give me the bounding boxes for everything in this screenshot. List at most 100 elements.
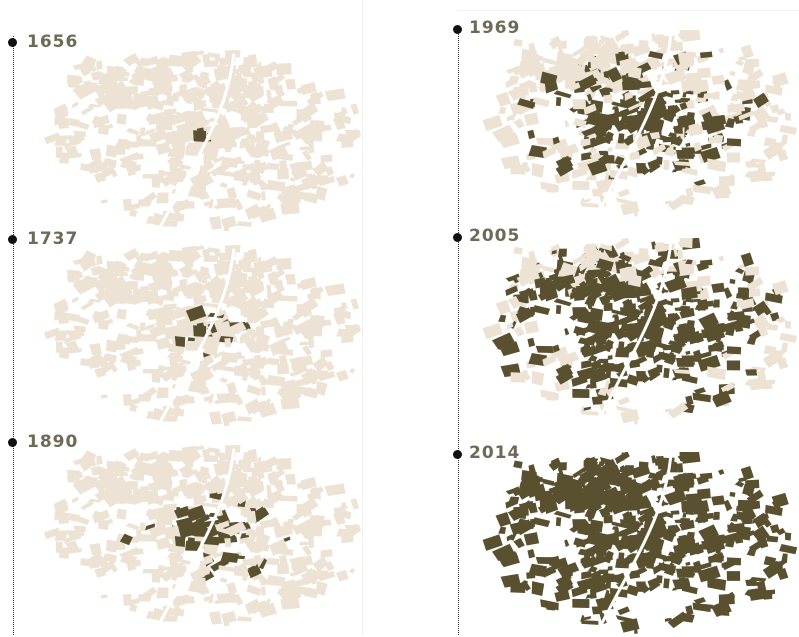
- unbuilt-block: [121, 87, 135, 95]
- city-map-svg: [482, 30, 798, 217]
- built-block: [710, 600, 732, 618]
- built-block: [663, 578, 670, 589]
- built-block: [581, 360, 592, 369]
- unbuilt-block: [291, 113, 307, 126]
- unbuilt-block: [185, 340, 201, 352]
- built-block: [745, 479, 760, 489]
- unbuilt-block: [335, 528, 350, 538]
- unbuilt-block: [225, 521, 247, 537]
- unbuilt-block: [302, 497, 319, 514]
- built-block: [740, 252, 754, 267]
- built-block: [648, 370, 661, 382]
- city-map-svg: [482, 238, 798, 425]
- built-block: [734, 267, 745, 275]
- unbuilt-block: [340, 107, 347, 116]
- unbuilt-block: [89, 543, 102, 556]
- unbuilt-block: [203, 595, 211, 602]
- year-label: 1969: [469, 18, 521, 38]
- unbuilt-block: [208, 198, 214, 209]
- unbuilt-block: [572, 253, 588, 265]
- built-block: [681, 498, 698, 513]
- unbuilt-block: [234, 245, 241, 253]
- unbuilt-block: [110, 97, 116, 106]
- built-block: [729, 278, 736, 285]
- built-block: [746, 489, 764, 505]
- built-block: [527, 549, 536, 559]
- built-block: [193, 325, 207, 338]
- unbuilt-block: [53, 298, 69, 315]
- unbuilt-block: [266, 89, 273, 102]
- unbuilt-block: [639, 86, 655, 96]
- unbuilt-block: [305, 322, 319, 336]
- unbuilt-block: [745, 58, 760, 68]
- unbuilt-block: [170, 482, 188, 496]
- unbuilt-block: [68, 512, 80, 523]
- unbuilt-block: [580, 410, 599, 416]
- unbuilt-block: [155, 141, 171, 156]
- built-block: [649, 551, 661, 559]
- built-block: [598, 358, 609, 364]
- unbuilt-block: [72, 275, 97, 295]
- unbuilt-block: [246, 510, 257, 524]
- unbuilt-block: [607, 147, 613, 153]
- unbuilt-block: [542, 57, 555, 65]
- unbuilt-block: [234, 50, 241, 58]
- unbuilt-block: [151, 176, 161, 188]
- unbuilt-block: [199, 266, 210, 280]
- city-map-1890: [20, 445, 365, 630]
- built-block: [654, 457, 668, 466]
- unbuilt-block: [206, 247, 221, 254]
- unbuilt-block: [627, 101, 644, 111]
- unbuilt-block: [108, 165, 118, 178]
- unbuilt-block: [482, 114, 503, 132]
- unbuilt-block: [140, 89, 154, 97]
- built-block: [584, 534, 601, 546]
- unbuilt-block: [68, 312, 80, 323]
- unbuilt-block: [563, 147, 573, 158]
- built-block: [656, 108, 664, 120]
- built-block: [618, 467, 632, 476]
- unbuilt-block: [270, 121, 281, 135]
- built-block: [703, 300, 714, 308]
- unbuilt-block: [255, 325, 265, 337]
- unbuilt-block: [333, 112, 352, 125]
- built-block: [572, 388, 590, 399]
- unbuilt-block: [756, 323, 769, 337]
- unbuilt-block: [685, 51, 693, 57]
- unbuilt-block: [185, 92, 193, 104]
- unbuilt-block: [185, 268, 199, 279]
- unbuilt-block: [738, 55, 746, 62]
- built-block: [667, 611, 689, 629]
- unbuilt-block: [92, 509, 110, 524]
- city-map-svg: [43, 245, 361, 427]
- unbuilt-block: [257, 498, 262, 507]
- unbuilt-block: [116, 308, 127, 320]
- unbuilt-block: [67, 269, 80, 284]
- unbuilt-block: [597, 387, 608, 397]
- unbuilt-block: [299, 146, 313, 151]
- unbuilt-block: [226, 582, 238, 595]
- built-block: [655, 287, 670, 293]
- built-block: [555, 363, 574, 380]
- unbuilt-block: [222, 498, 241, 509]
- built-block: [553, 510, 572, 519]
- built-block: [666, 300, 674, 306]
- unbuilt-block: [248, 54, 258, 68]
- unbuilt-block: [148, 128, 168, 144]
- unbuilt-block: [128, 559, 141, 569]
- unbuilt-block: [291, 508, 307, 521]
- built-block: [693, 560, 702, 571]
- unbuilt-block: [631, 42, 651, 58]
- unbuilt-block: [169, 358, 178, 368]
- built-block: [655, 499, 670, 506]
- unbuilt-block: [108, 480, 115, 493]
- unbuilt-block: [110, 292, 116, 301]
- unbuilt-block: [219, 377, 228, 384]
- unbuilt-block: [140, 334, 157, 342]
- unbuilt-block: [762, 349, 783, 369]
- unbuilt-block: [203, 200, 211, 207]
- unbuilt-block: [156, 587, 169, 599]
- unbuilt-block: [162, 130, 181, 145]
- built-block: [587, 577, 608, 595]
- unbuilt-block: [279, 354, 288, 367]
